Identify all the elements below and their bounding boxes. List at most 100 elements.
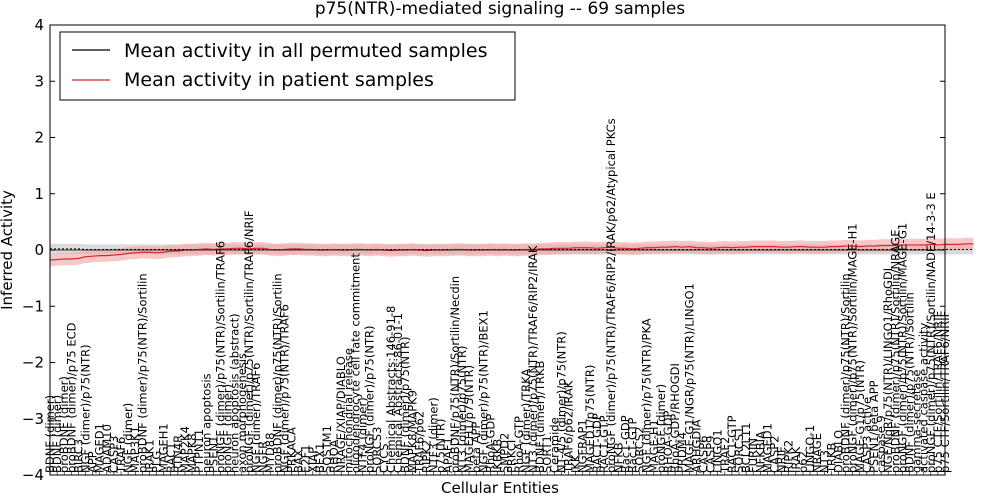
x-tick-label: MAPK8 xyxy=(185,433,199,473)
y-tick-label: 4 xyxy=(34,16,44,34)
x-tick-label: IRAK xyxy=(789,446,803,473)
x-tick-label: CASP3 xyxy=(107,436,121,473)
y-tick-label: 3 xyxy=(34,72,44,90)
x-tick-label: MAP3K1 xyxy=(128,426,142,473)
x-tick-label: NGFRAP1 xyxy=(576,419,590,473)
x-tick-label: PRKACA xyxy=(285,427,299,473)
x-tick-label: NGF (dimer)/p75(NTR)/TRAF6 xyxy=(277,304,291,473)
x-tick-label: SORCS3 xyxy=(370,427,384,473)
x-tick-label: Rac1-GDP xyxy=(618,415,632,473)
x-tick-label: proBDNF (dimer)/p75(NTR)/Sortilin xyxy=(135,273,149,473)
x-tick-label: NRAGE/XIAP/DIABLO xyxy=(334,356,348,473)
y-axis-ticks: −4 −3 −2 −1 0 1 2 3 4 xyxy=(22,16,945,484)
x-tick-label: SORCS2 xyxy=(633,427,647,473)
x-tick-label: MAP2K4 xyxy=(178,426,192,473)
x-tick-label: oligodendrocyte cell fate commitment xyxy=(348,253,362,473)
x-tick-label: NGF (dimer) xyxy=(121,403,135,473)
x-tick-label: beta APP xyxy=(469,422,483,473)
x-tick-label: MAGED1 xyxy=(93,423,107,473)
x-tick-label: proBDNF (dimer) xyxy=(57,376,71,473)
x-tick-label: BEX1 xyxy=(313,443,327,473)
x-tick-label: DIABLO xyxy=(831,430,845,473)
x-tick-label: MYD88 xyxy=(263,433,277,473)
x-tick-label: NFKB xyxy=(611,442,625,473)
x-tick-label: MAGE-G1/NGR/p75(NTR)/LINGO1 xyxy=(682,283,696,473)
x-tick-label: p75(NTR) xyxy=(434,418,448,473)
x-tick-label: p62 xyxy=(796,451,810,473)
x-tick-label: LINGO1 xyxy=(711,429,725,473)
x-tick-label: proBDNF (dimer)/p75(NTR)/Sortilin xyxy=(839,273,853,473)
x-tick-label: NRAGE xyxy=(810,433,824,473)
x-tick-label: SQSTM1 xyxy=(320,425,334,473)
y-tick-label: −3 xyxy=(22,410,44,428)
x-tick-label: MAGEH1/p75(NTR) xyxy=(462,365,476,473)
x-tick-label: NRIF xyxy=(775,446,789,473)
x-tick-label: BAX xyxy=(292,449,306,473)
x-tick-label: NT-4/5 (dimer)/p75(NTR) xyxy=(554,331,568,473)
x-tick-label: BDNF (dimer)/p75(NTR)/Sortilin xyxy=(902,292,916,473)
x-tick-label: RAC1 xyxy=(164,442,178,473)
x-tick-label: proNGF (dimer)/p75(NTR)/Sortilin/MAGE-H1 xyxy=(846,223,860,473)
x-tick-label: RAC1-GDP xyxy=(590,413,604,473)
x-tick-label: proNGF (dimer) xyxy=(221,384,235,473)
x-tick-label: NGF (dimer)/p75(NTR) xyxy=(79,344,93,473)
x-tick-label: neuron apoptosis (abstract) xyxy=(228,313,242,473)
x-tick-label: ARHGDIA xyxy=(689,419,703,473)
x-tick-label: ADAM10 xyxy=(100,424,114,473)
x-tick-label: PLG xyxy=(150,451,164,473)
x-tick-label: proNGF (dimer) xyxy=(654,384,668,473)
legend-box xyxy=(59,31,516,101)
x-tick-label: PTPN11 xyxy=(192,429,206,473)
x-tick-label: CASP2 xyxy=(768,436,782,473)
y-tick-label: 0 xyxy=(34,241,44,259)
x-tick-label: RHOA-GDP xyxy=(661,411,675,473)
x-tick-label: proBDNF/p75(NTR)/Sortilin/Necdin xyxy=(448,276,462,473)
x-tick-label: NGF (dimer)/TRKA xyxy=(519,369,533,473)
x-tick-label: RIPK2 xyxy=(419,440,433,473)
x-tick-label: NT3 xyxy=(817,450,831,473)
x-tick-label: BCL2L11 xyxy=(739,423,753,473)
y-axis-label: Inferred Activity xyxy=(0,190,16,310)
x-tick-label: CASP3 active xyxy=(860,397,874,473)
x-tick-label: MAGE-G1/p75(NTR) xyxy=(853,360,867,473)
x-tick-label: BDNF (dimer) xyxy=(50,395,64,473)
x-tick-label: CASP6 xyxy=(696,436,710,473)
x-tick-label: APAF1 xyxy=(441,437,455,473)
x-tick-label: SORCS1 xyxy=(732,427,746,473)
x-tick-label: RhoA-GTP xyxy=(512,416,526,473)
x-tick-label: NTF3 (dimer) xyxy=(427,397,441,473)
x-tick-label: BDNF (dimer)/TRKB xyxy=(533,360,547,473)
x-tick-label: PRDM4 xyxy=(675,432,689,473)
x-tick-label: SMPD2 xyxy=(498,433,512,473)
x-axis-label: Cellular Entities xyxy=(441,479,559,497)
x-tick-label: FURIN xyxy=(746,438,760,473)
x-tick-label: TRKB xyxy=(824,442,838,474)
x-tick-label: NTF4 (dimer) xyxy=(356,397,370,473)
x-tick-label: NGF/NgR/p75(NTR)/LINGO1/RhoGDI xyxy=(881,268,895,473)
x-tick-label: BDNF (dimer)/p75(NTR) xyxy=(398,337,412,474)
x-tick-label: NGF (dimer)/TRAF6 xyxy=(249,363,263,473)
x-tick-label: PRKCI xyxy=(505,440,519,473)
x-tick-label: MAGE-H1 xyxy=(647,419,661,473)
x-tick-label: proNGF (dimer)/p75(NTR)/Sortilin/TRAF6 xyxy=(213,241,227,473)
x-tick-label: proBDNF (dimer)/p75 ECD xyxy=(64,322,78,473)
x-tick-label: RhoA-GDP xyxy=(483,414,497,473)
x-tick-label: TRAF6/p62 xyxy=(412,411,426,474)
x-tick-label: TRAF2 xyxy=(718,437,732,474)
x-tick-label: p75 CTF/Sortilin/TRAF6/NRIF xyxy=(931,311,945,473)
x-tick-label: XIAP xyxy=(306,447,320,473)
x-tick-label: SORT1 xyxy=(540,435,554,473)
x-tick-label: NGF (dimer)/p75(NTR)/BEX1 xyxy=(476,310,490,473)
x-tick-label: PSEN1/beta APP xyxy=(867,380,881,473)
x-tick-label: Chemical Abstracts:86-01-1 xyxy=(391,313,405,473)
x-tick-label: MAGEH1 xyxy=(157,423,171,473)
x-tick-label: RhoA-GDP/RHOGDI xyxy=(668,363,682,473)
x-tick-label: APP xyxy=(86,451,100,473)
x-tick-label: neuron apoptosis xyxy=(199,373,213,473)
x-tick-label: TRAF6 xyxy=(114,437,128,474)
x-tick-label: gamma-secretase xyxy=(910,369,924,473)
x-tick-label: TRAF6/p62/IRAK xyxy=(562,380,576,474)
y-tick-label: 2 xyxy=(34,129,44,147)
x-tick-label: Chemical Abstracts:146-91-8 xyxy=(384,306,398,473)
